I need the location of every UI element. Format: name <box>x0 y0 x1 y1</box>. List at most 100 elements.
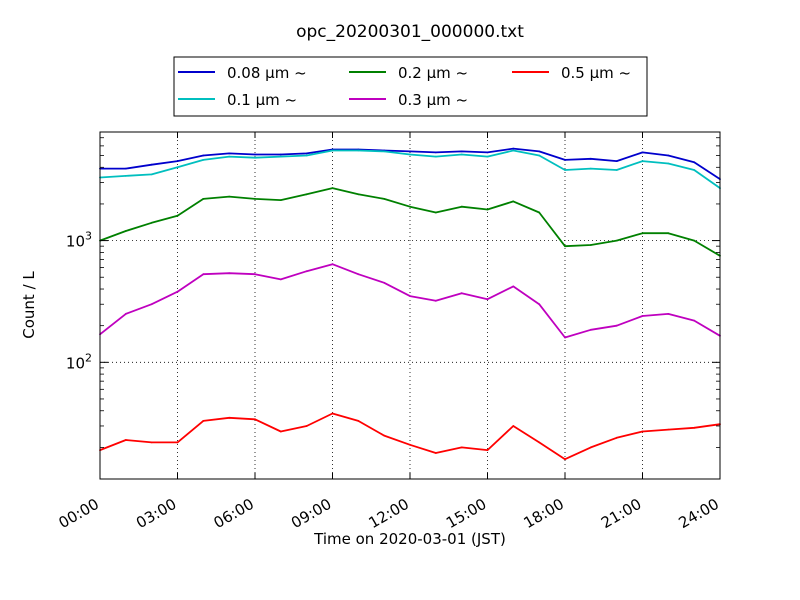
series-point-1 <box>254 156 256 159</box>
series-point-3 <box>228 272 231 275</box>
series-point-2 <box>641 232 644 235</box>
series-point-1 <box>486 155 489 158</box>
series-point-1 <box>409 153 411 156</box>
series-point-3 <box>538 303 541 306</box>
series-point-3 <box>409 295 411 297</box>
x-tick-label: 24:00 <box>676 495 722 532</box>
series-point-3 <box>512 285 515 288</box>
series-point-3 <box>357 273 360 276</box>
series-point-0 <box>202 154 205 157</box>
series-point-4 <box>331 412 334 415</box>
series-point-4 <box>150 441 153 444</box>
series-point-4 <box>512 425 515 427</box>
series-point-1 <box>615 169 618 171</box>
legend-label-4: 0.5 μm ~ <box>561 64 631 82</box>
series-point-3 <box>564 336 566 339</box>
series-point-4 <box>641 430 644 433</box>
series-point-1 <box>564 169 566 171</box>
series-point-3 <box>124 313 127 315</box>
series-point-4 <box>460 446 463 449</box>
series-point-4 <box>434 452 437 454</box>
series-point-3 <box>486 298 489 301</box>
series-point-0 <box>254 153 256 156</box>
x-tick-label: 03:00 <box>133 495 179 532</box>
series-point-3 <box>460 292 463 295</box>
series-point-0 <box>538 150 541 153</box>
series-point-2 <box>589 244 592 246</box>
x-tick-label: 15:00 <box>443 495 489 532</box>
series-point-1 <box>228 155 231 158</box>
series-point-1 <box>589 167 592 170</box>
series-point-4 <box>409 443 411 446</box>
series-point-1 <box>641 160 644 163</box>
x-tick-label: 06:00 <box>211 495 257 532</box>
series-point-3 <box>434 299 437 302</box>
series-point-1 <box>357 149 360 152</box>
series-point-3 <box>641 315 644 317</box>
series-point-4 <box>667 428 670 431</box>
series-point-2 <box>538 211 541 214</box>
series-point-4 <box>538 441 541 444</box>
series-point-0 <box>512 147 515 150</box>
x-tick-label: 09:00 <box>288 495 334 532</box>
series-point-3 <box>693 319 696 322</box>
series-point-0 <box>589 157 592 160</box>
y-tick-exponent: 2 <box>85 351 92 364</box>
series-point-2 <box>202 198 205 200</box>
series-point-4 <box>176 441 179 444</box>
series-point-0 <box>434 151 437 154</box>
y-tick-base: 10 <box>66 354 85 372</box>
series-point-0 <box>124 167 127 170</box>
series-point-2 <box>460 205 463 208</box>
series-point-1 <box>538 154 541 157</box>
y-tick-label: 103 <box>66 230 92 251</box>
series-point-2 <box>667 232 670 235</box>
series-point-3 <box>589 328 592 331</box>
series-point-2 <box>305 193 308 196</box>
legend: 0.08 μm ~ 0.1 μm ~ 0.2 μm ~ 0.3 μm ~ 0.5 μm … <box>173 56 648 117</box>
legend-label-1: 0.1 μm ~ <box>227 91 297 109</box>
y-axis-label: Count / L <box>20 271 38 339</box>
series-point-2 <box>279 199 282 202</box>
series-point-3 <box>150 303 153 306</box>
series-point-4 <box>228 416 231 419</box>
series-point-3 <box>383 281 386 284</box>
series-point-2 <box>331 187 334 190</box>
series-point-2 <box>228 195 231 198</box>
series-point-2 <box>254 198 256 200</box>
series-point-1 <box>202 159 205 161</box>
series-point-4 <box>615 436 618 439</box>
series-point-4 <box>693 426 696 429</box>
series-point-1 <box>460 153 463 156</box>
series-point-2 <box>486 208 489 211</box>
series-point-0 <box>409 150 411 153</box>
series-point-0 <box>228 152 231 155</box>
series-point-1 <box>124 175 127 177</box>
series-point-3 <box>331 263 334 266</box>
series-point-1 <box>693 169 696 171</box>
legend-box <box>173 56 648 117</box>
series-point-4 <box>124 439 127 441</box>
series-point-1 <box>512 149 515 152</box>
series-point-0 <box>150 163 153 166</box>
legend-label-3: 0.3 μm ~ <box>398 91 468 109</box>
series-point-4 <box>279 430 282 433</box>
series-point-3 <box>305 270 308 273</box>
series-point-4 <box>305 425 308 427</box>
series-point-0 <box>176 160 179 163</box>
series-point-0 <box>615 160 618 163</box>
minor-ticks <box>100 137 720 448</box>
series-layer <box>99 147 721 461</box>
series-point-3 <box>667 313 670 315</box>
series-point-0 <box>305 152 308 155</box>
series-point-1 <box>331 149 334 152</box>
series-point-3 <box>176 290 179 293</box>
series-point-4 <box>589 446 592 449</box>
series-point-3 <box>279 278 282 281</box>
series-point-1 <box>279 155 282 158</box>
series-point-4 <box>357 420 360 422</box>
series-point-1 <box>667 162 670 165</box>
series-point-4 <box>564 458 566 461</box>
x-tick-label: 12:00 <box>366 495 412 532</box>
series-point-4 <box>254 418 256 421</box>
